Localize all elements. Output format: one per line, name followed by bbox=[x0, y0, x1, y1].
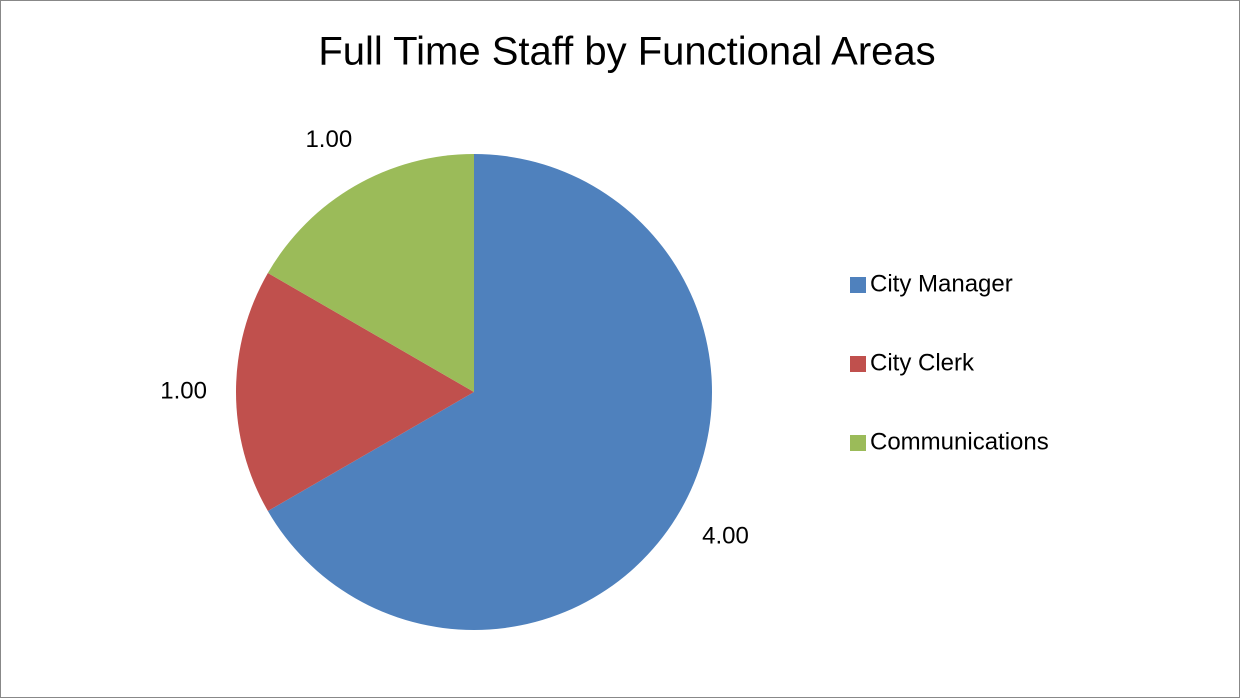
legend-label: City Clerk bbox=[870, 349, 975, 376]
legend-swatch bbox=[850, 277, 866, 293]
legend-swatch bbox=[850, 435, 866, 451]
chart-title: Full Time Staff by Functional Areas bbox=[318, 30, 935, 74]
legend-label: Communications bbox=[870, 428, 1049, 455]
data-label: 1.00 bbox=[160, 377, 207, 404]
data-label: 1.00 bbox=[305, 126, 352, 153]
legend-label: City Manager bbox=[870, 270, 1013, 297]
data-label: 4.00 bbox=[702, 523, 749, 550]
pie-slice bbox=[267, 154, 712, 630]
legend-swatch bbox=[850, 356, 866, 372]
pie-slice bbox=[267, 154, 474, 392]
pie-slice bbox=[236, 273, 474, 511]
